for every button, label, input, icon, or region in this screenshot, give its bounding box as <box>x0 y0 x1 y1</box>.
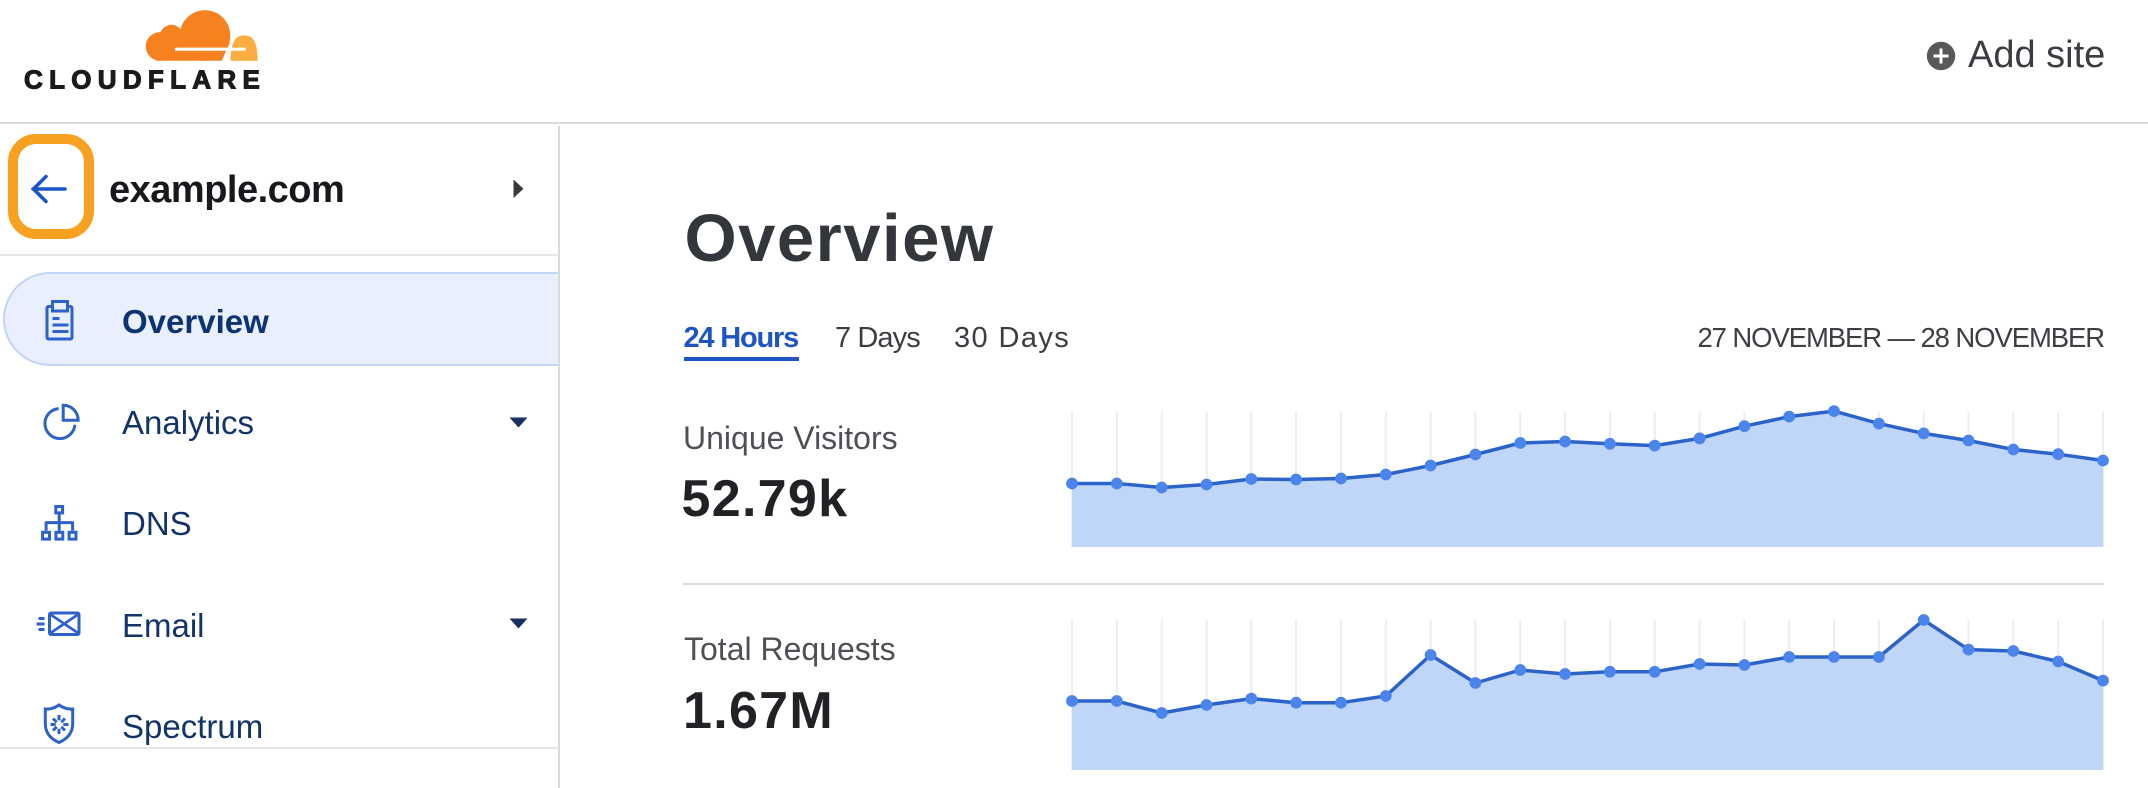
svg-text:CLOUDFLARE: CLOUDFLARE <box>24 64 263 94</box>
